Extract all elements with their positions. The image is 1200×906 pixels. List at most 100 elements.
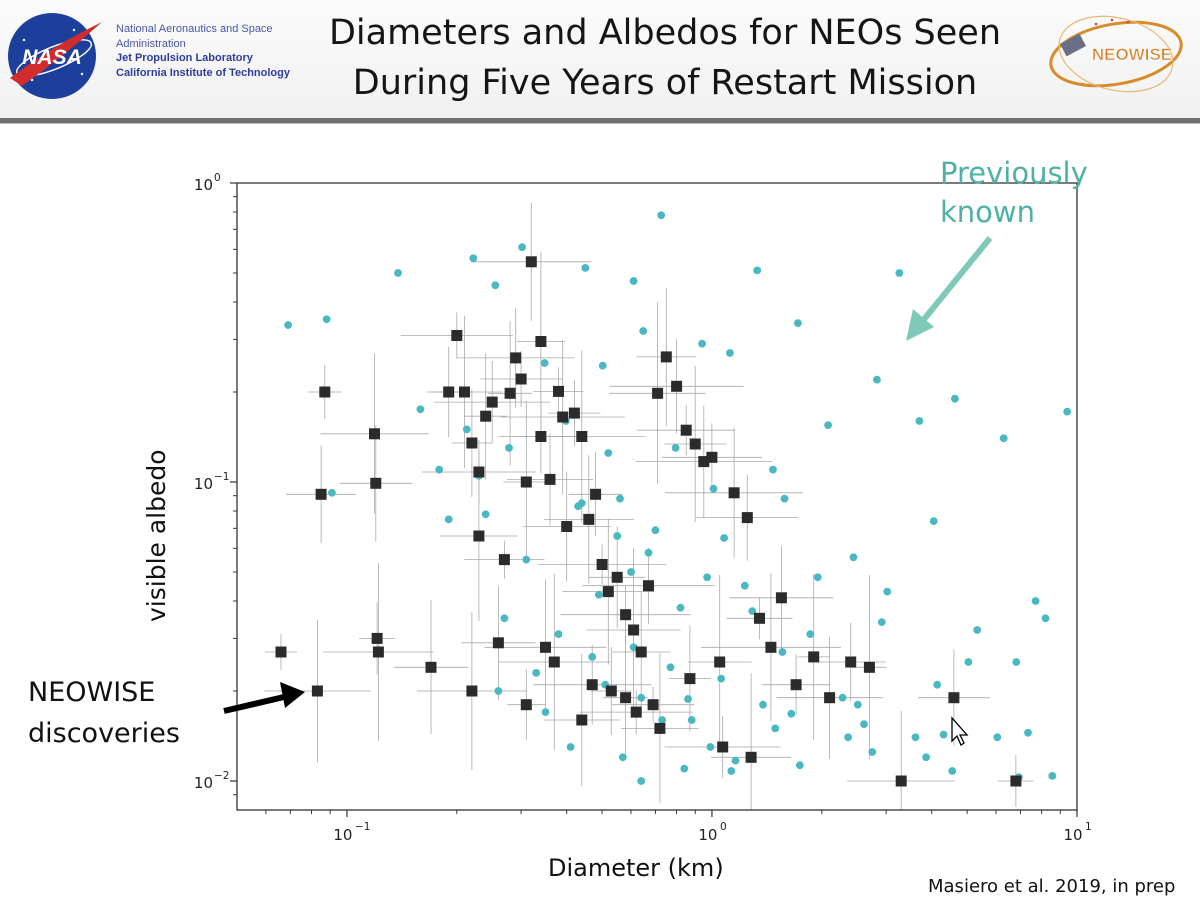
known-point	[541, 708, 550, 716]
known-point	[616, 494, 624, 503]
known-point	[394, 269, 402, 277]
discovery-point	[576, 431, 588, 442]
discovery-point	[370, 477, 382, 489]
known-point	[416, 405, 425, 414]
known-point	[481, 510, 490, 519]
x-tick-exponent: 0	[720, 821, 727, 833]
nasa-logo-text: NASA	[22, 46, 82, 69]
header-divider	[0, 118, 1200, 124]
discovery-point	[728, 487, 740, 499]
discovery-point	[371, 632, 383, 644]
known-point	[581, 264, 590, 272]
org-line-2: Administration	[116, 37, 186, 50]
known-point	[574, 502, 582, 511]
discovery-point	[808, 651, 820, 663]
discovery-point	[680, 424, 692, 436]
known-point	[522, 555, 531, 564]
x-tick-label: 10	[333, 826, 352, 844]
known-point	[500, 614, 509, 623]
known-point	[824, 421, 832, 429]
discovery-point	[745, 751, 757, 763]
discovery-point	[369, 428, 380, 440]
discovery-point	[473, 530, 485, 542]
known-point	[684, 695, 692, 703]
previously-known-arrow-icon	[906, 236, 993, 341]
y-axis-label: visible albedo	[142, 449, 171, 622]
discovery-point	[576, 714, 588, 726]
known-point	[444, 515, 453, 524]
known-point	[588, 653, 597, 661]
slide-title-line-1: Diameters and Albedos for NEOs Seen	[328, 13, 1002, 53]
discovery-point	[425, 661, 437, 673]
known-point	[322, 315, 331, 324]
discovery-point	[510, 352, 522, 364]
known-point	[877, 618, 886, 626]
known-point	[1041, 614, 1050, 623]
x-tick-label: 10	[698, 826, 717, 844]
errorbar-layer	[264, 202, 1034, 810]
known-point	[973, 626, 982, 634]
known-point	[753, 266, 762, 275]
known-point	[687, 716, 696, 724]
discovery-point	[611, 571, 623, 583]
discovery-point	[275, 646, 287, 658]
discovery-point	[717, 741, 729, 753]
y-tick-label: 10	[194, 475, 213, 493]
discovery-point	[319, 386, 331, 398]
discovery-point	[775, 592, 787, 604]
discovery-point	[561, 521, 573, 532]
nasa-logo: NASA	[8, 13, 102, 99]
mouse-cursor-icon	[951, 716, 969, 746]
known-point	[435, 465, 444, 474]
known-point	[709, 484, 718, 493]
known-point	[637, 777, 646, 785]
known-point	[1024, 728, 1032, 737]
known-point	[613, 532, 622, 540]
discovery-point	[498, 554, 510, 566]
neowise-logo: NEOWISE	[1049, 15, 1183, 93]
discovery-point	[520, 476, 532, 488]
discovery-point	[605, 685, 617, 697]
y-tick-exponent: 0	[214, 172, 221, 184]
known-point	[929, 517, 938, 525]
discovery-point	[689, 438, 701, 450]
discovery-point	[480, 410, 492, 422]
known-point	[813, 573, 822, 582]
known-point	[780, 494, 789, 503]
discovery-point	[466, 437, 478, 449]
discovery-point	[602, 586, 614, 598]
organization-block: National Aeronautics and Space Administr…	[116, 22, 316, 80]
known-point	[706, 743, 715, 751]
y-tick-exponent: −1	[214, 471, 229, 483]
neowise-discoveries-label-line-1: NEOWISE	[28, 677, 155, 708]
discovery-point	[466, 685, 478, 697]
known-point	[680, 764, 689, 773]
discovery-point	[824, 692, 836, 704]
known-point	[844, 733, 852, 742]
discovery-point	[698, 456, 710, 468]
discovery-point	[525, 256, 537, 268]
discovery-point	[671, 380, 683, 392]
discovery-point	[643, 580, 654, 592]
discovery-point	[765, 641, 777, 653]
y-tick-label: 10	[194, 176, 213, 194]
known-point	[951, 394, 959, 403]
discovery-point	[520, 699, 532, 711]
known-point	[795, 761, 804, 770]
discovery-point	[443, 386, 455, 398]
discovery-point	[486, 396, 498, 408]
known-point	[598, 361, 607, 370]
known-point	[703, 573, 711, 582]
discovery-point	[315, 488, 327, 500]
known-point	[629, 277, 638, 285]
discovery-point	[684, 673, 696, 685]
known-point	[1031, 597, 1040, 605]
previously-known-series	[284, 211, 1072, 785]
known-point	[1012, 658, 1021, 666]
discovery-point	[590, 488, 602, 500]
known-point	[462, 425, 471, 434]
discovery-point	[1010, 775, 1022, 787]
known-point	[993, 733, 1002, 742]
known-point	[794, 319, 802, 327]
discovery-point	[535, 431, 547, 442]
